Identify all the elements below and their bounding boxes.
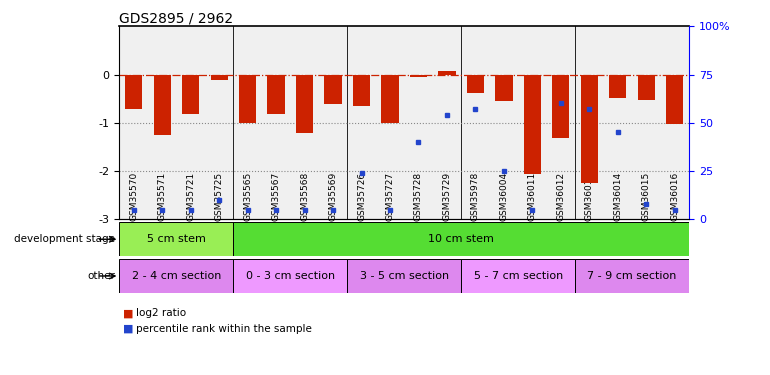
Bar [353, 75, 370, 106]
Text: ■: ■ [123, 324, 134, 333]
Bar [239, 75, 256, 123]
Bar [524, 75, 541, 174]
Text: 0 - 3 cm section: 0 - 3 cm section [246, 271, 335, 281]
Bar [347, 259, 461, 293]
Bar [552, 75, 570, 138]
Bar [495, 75, 513, 101]
Bar [296, 75, 313, 134]
Bar [210, 75, 228, 80]
Bar [267, 75, 285, 114]
Text: 10 cm stem: 10 cm stem [428, 234, 494, 244]
Bar [233, 222, 689, 256]
Bar [381, 75, 399, 123]
Bar [467, 75, 484, 93]
Bar [119, 259, 233, 293]
Text: 5 cm stem: 5 cm stem [147, 234, 206, 244]
Bar [153, 75, 171, 135]
Bar [666, 75, 684, 124]
Bar [575, 259, 689, 293]
Text: 2 - 4 cm section: 2 - 4 cm section [132, 271, 221, 281]
Text: ■: ■ [123, 309, 134, 318]
Bar [182, 75, 199, 114]
Text: other: other [88, 271, 116, 281]
Bar [119, 222, 233, 256]
Text: 3 - 5 cm section: 3 - 5 cm section [360, 271, 449, 281]
Bar [581, 75, 598, 183]
Bar [125, 75, 142, 109]
Text: 7 - 9 cm section: 7 - 9 cm section [588, 271, 677, 281]
Bar [461, 259, 575, 293]
Bar [638, 75, 655, 100]
Bar [324, 75, 342, 105]
Bar [233, 259, 347, 293]
Bar [438, 70, 456, 75]
Text: GDS2895 / 2962: GDS2895 / 2962 [119, 11, 233, 25]
Bar [410, 75, 427, 77]
Text: percentile rank within the sample: percentile rank within the sample [136, 324, 312, 333]
Text: development stage: development stage [15, 234, 116, 244]
Text: log2 ratio: log2 ratio [136, 309, 186, 318]
Bar [609, 75, 627, 98]
Text: 5 - 7 cm section: 5 - 7 cm section [474, 271, 563, 281]
